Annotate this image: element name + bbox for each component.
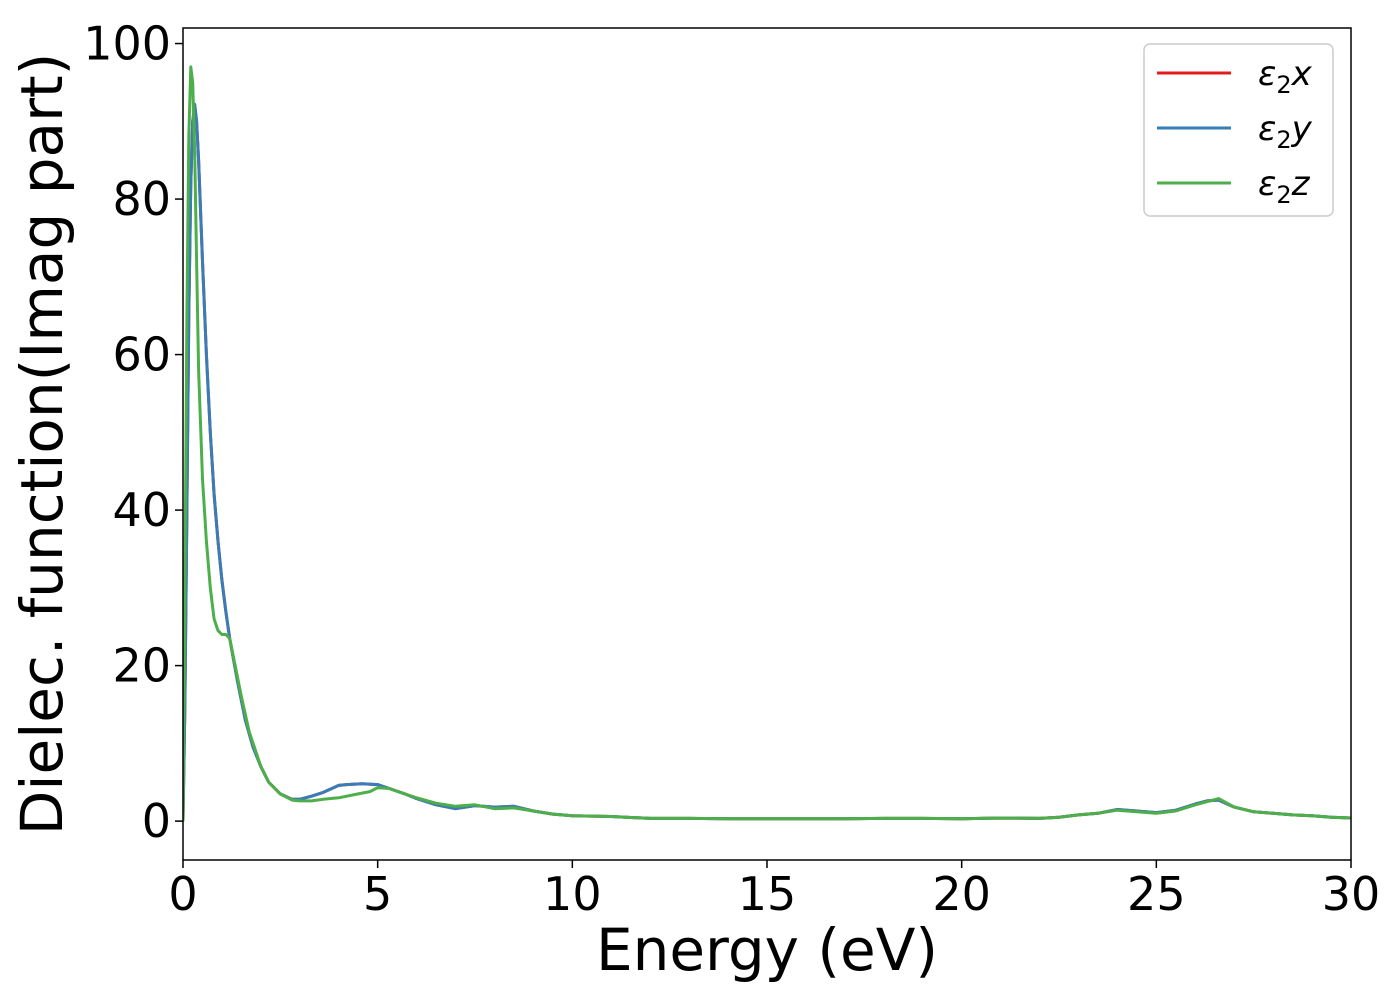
y-axis: 0 20 40 60 80 100	[83, 17, 183, 848]
legend: ε2x ε2y ε2z	[1143, 43, 1334, 217]
y-tick-label: 80	[112, 172, 171, 226]
x-axis-label: Energy (eV)	[596, 916, 938, 984]
x-tick-label: 0	[168, 867, 197, 921]
legend-label: ε2y	[1258, 109, 1313, 154]
y-axis-label: Dielec. function(Imag part)	[8, 53, 76, 836]
x-tick-label: 30	[1322, 867, 1381, 921]
series-line-z	[183, 65, 1351, 822]
legend-label: ε2x	[1258, 54, 1313, 99]
y-tick-label: 0	[142, 794, 171, 848]
x-tick-label: 15	[738, 867, 797, 921]
legend-box	[1143, 43, 1334, 217]
legend-label: ε2z	[1258, 164, 1311, 209]
y-tick-label: 100	[83, 17, 171, 71]
x-tick-label: 10	[543, 867, 602, 921]
y-tick-label: 20	[112, 639, 171, 693]
x-tick-label: 5	[363, 867, 392, 921]
y-tick-label: 60	[112, 328, 171, 382]
x-axis: 0 5 10 15 20 25 30	[168, 860, 1380, 921]
x-tick-label: 20	[932, 867, 991, 921]
series-layer	[183, 65, 1351, 822]
y-tick-label: 40	[112, 483, 171, 537]
x-tick-label: 25	[1127, 867, 1186, 921]
